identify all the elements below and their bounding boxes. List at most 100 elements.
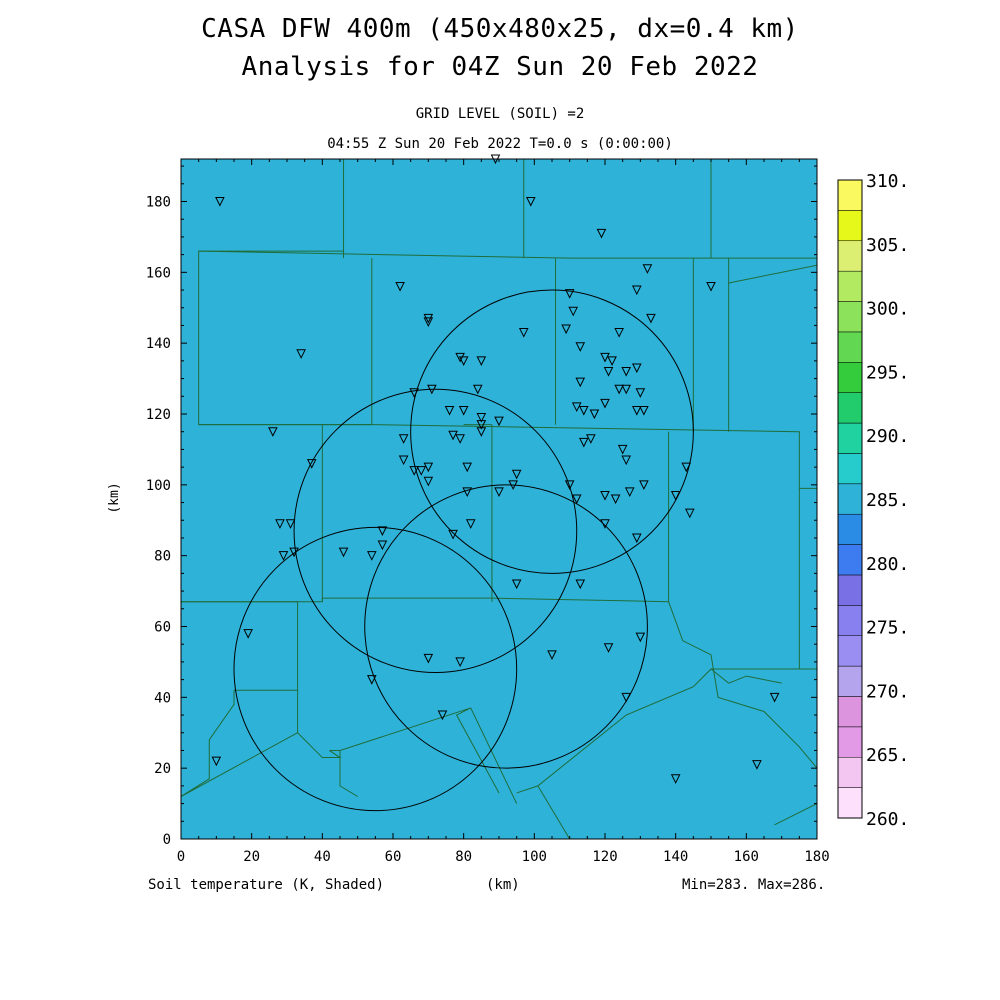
colorbar-swatch — [837, 270, 863, 302]
x-tick-label: 120 — [592, 849, 617, 865]
station-marker — [617, 444, 628, 455]
colorbar-swatch — [837, 179, 863, 211]
field-layer — [181, 159, 817, 839]
station-marker — [377, 540, 388, 551]
colorbar-label: 270. — [866, 681, 909, 702]
station-marker — [476, 413, 487, 423]
station-markers — [211, 154, 780, 784]
station-marker — [306, 459, 317, 469]
station-marker — [631, 405, 642, 416]
county-line-23 — [537, 785, 571, 839]
x-tick-label: 0 — [177, 849, 185, 865]
station-marker — [398, 455, 409, 466]
min-max-label: Min=283. Max=286. — [682, 877, 826, 893]
station-marker — [427, 384, 437, 395]
station-marker — [472, 384, 483, 395]
county-line-24 — [668, 601, 817, 769]
station-marker — [635, 632, 646, 643]
axes: 0 20 40 60 80 100 120 140 160 180 0 20 40 60 80 100 120 1… — [146, 159, 830, 865]
station-marker — [494, 416, 504, 427]
valid-time-label: 04:55 Z Sun 20 Feb 2022 T=0.0 s (0:00:00… — [327, 136, 673, 152]
station-marker — [547, 650, 557, 660]
station-marker — [621, 384, 632, 395]
colorbar-label: 260. — [866, 809, 909, 830]
colorbar-swatch — [837, 513, 863, 545]
station-marker — [681, 462, 692, 473]
station-marker — [600, 352, 610, 363]
county-line-26 — [774, 803, 817, 826]
station-marker — [448, 430, 458, 441]
station-marker — [639, 405, 649, 416]
station-marker — [571, 494, 582, 505]
station-marker — [578, 405, 589, 416]
station-marker — [642, 264, 653, 274]
colorbar: 260. 265. 270. 275. 280. 285. 290. 295. 300. 305.… — [837, 171, 909, 830]
station-marker — [462, 487, 473, 498]
x-tick-label: 60 — [385, 849, 402, 865]
y-tick-label: 140 — [146, 336, 171, 352]
y-tick-label: 60 — [154, 620, 171, 636]
station-marker — [631, 363, 642, 374]
range-ring-1 — [293, 388, 578, 674]
colorbar-swatch — [837, 362, 863, 393]
station-marker — [462, 462, 473, 473]
station-marker — [646, 313, 656, 324]
x-tick-label: 20 — [243, 849, 260, 865]
colorbar-swatch — [837, 605, 863, 636]
station-marker — [494, 487, 504, 498]
y-tick-label: 0 — [163, 832, 171, 848]
station-marker — [338, 547, 349, 558]
station-marker — [518, 328, 529, 338]
station-marker — [575, 579, 586, 590]
station-marker — [215, 197, 225, 207]
y-tick-label: 20 — [154, 761, 171, 777]
colorbar-swatch — [837, 422, 863, 454]
range-ring-2 — [364, 484, 648, 769]
station-marker — [670, 774, 681, 784]
station-marker — [455, 657, 465, 668]
x-axis-label: (km) — [486, 877, 520, 893]
station-marker — [621, 367, 632, 377]
colorbar-swatch — [837, 726, 863, 758]
x-tick-label: 140 — [663, 849, 688, 865]
station-marker — [586, 434, 596, 444]
colorbar-frame — [837, 179, 863, 819]
station-marker — [458, 405, 469, 416]
station-marker — [596, 228, 607, 239]
county-line-22 — [516, 668, 800, 794]
colorbar-swatch — [837, 483, 863, 515]
station-marker — [670, 490, 681, 501]
station-marker — [423, 476, 434, 487]
station-marker — [631, 285, 642, 296]
county-line-2 — [198, 250, 817, 259]
chart-subtitle: Analysis for 04Z Sun 20 Feb 2022 — [241, 52, 759, 82]
station-marker — [366, 675, 377, 685]
colorbar-swatch — [837, 453, 863, 485]
field-region-0 — [181, 470, 817, 839]
station-marker — [423, 317, 434, 328]
station-marker — [437, 710, 448, 721]
colorbar-swatch — [837, 574, 863, 606]
grid-level-label: GRID LEVEL (SOIL) =2 — [415, 106, 585, 122]
colorbar-swatch — [837, 635, 863, 667]
station-marker — [600, 519, 610, 529]
colorbar-label: 295. — [866, 362, 909, 383]
station-marker — [243, 629, 253, 639]
x-tick-label: 100 — [522, 849, 547, 865]
y-tick-label: 100 — [146, 478, 171, 494]
station-marker — [398, 434, 409, 444]
station-marker — [614, 384, 624, 395]
colorbar-label: 305. — [866, 235, 909, 256]
station-marker — [624, 487, 635, 498]
county-line-21 — [470, 707, 518, 804]
station-marker — [416, 466, 427, 476]
station-marker — [706, 282, 716, 292]
station-marker — [511, 579, 522, 590]
county-line-7 — [198, 424, 817, 489]
colorbar-label: 310. — [866, 171, 909, 192]
station-marker — [607, 356, 617, 366]
station-marker — [610, 494, 621, 505]
y-tick-label: 80 — [154, 549, 171, 565]
station-marker — [614, 328, 624, 338]
colorbar-swatch — [837, 787, 863, 819]
